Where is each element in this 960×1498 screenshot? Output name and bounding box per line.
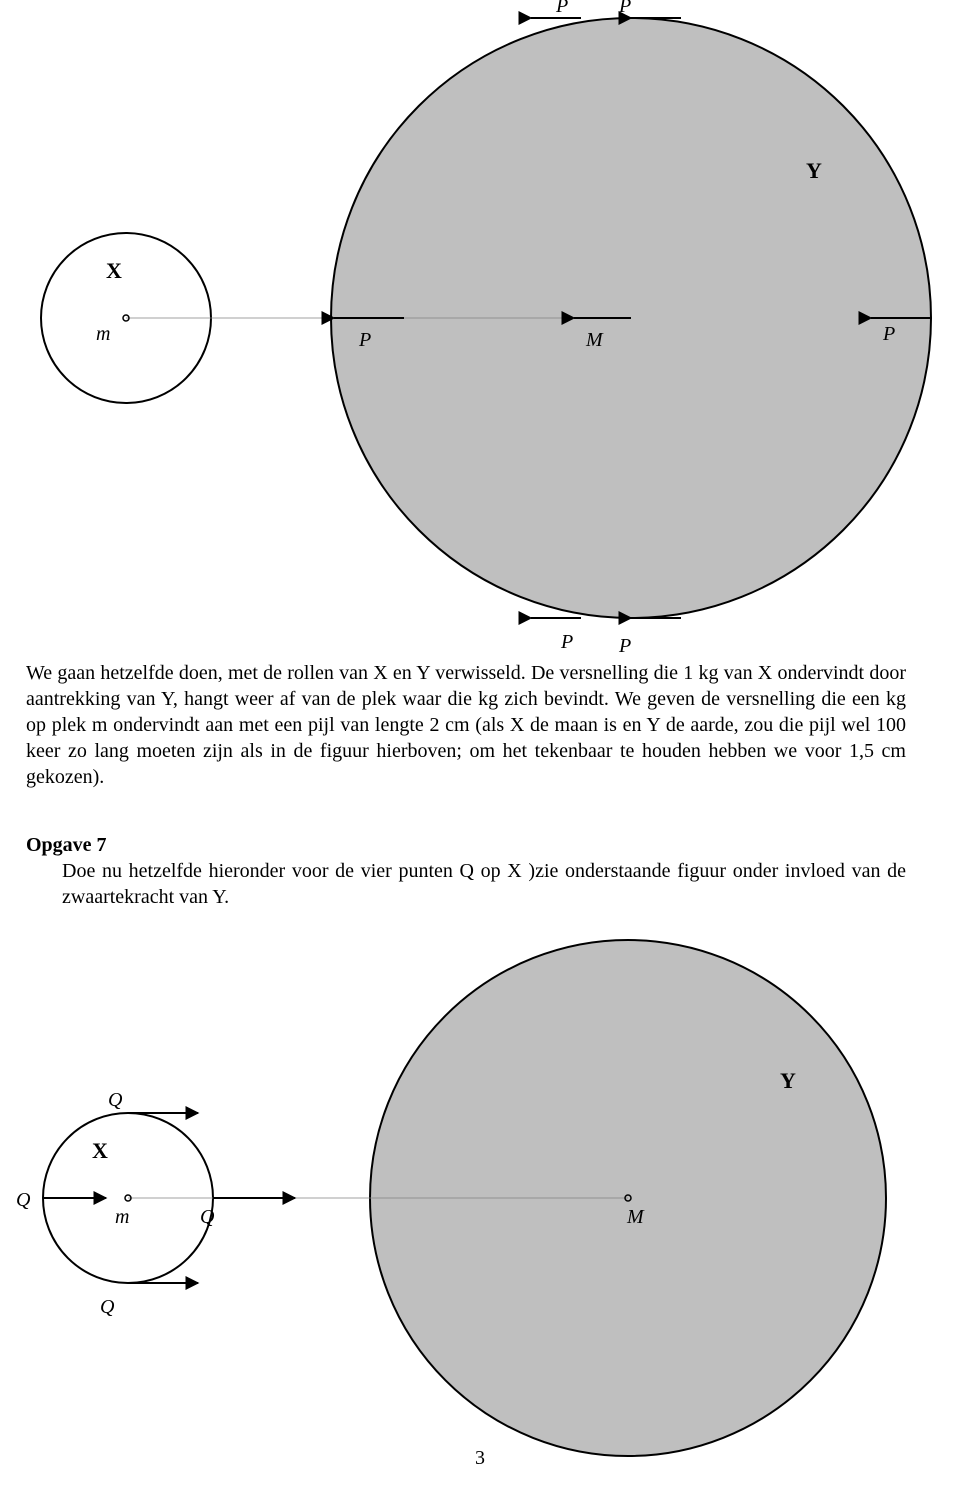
label-M-2: M (626, 1206, 645, 1228)
paragraph-1: We gaan hetzelfde doen, met de rollen va… (26, 660, 906, 790)
label-q-right: Q (200, 1206, 215, 1228)
label-p-top-left: P (555, 0, 568, 17)
page: X Y m M P P P P P P We gaan hetzelfde do… (0, 0, 960, 1498)
label-y: Y (806, 158, 822, 183)
opgave-7-body: Doe nu hetzelfde hieronder voor de vier … (26, 858, 906, 910)
label-y-2: Y (780, 1068, 796, 1093)
opgave-7: Opgave 7 Doe nu hetzelfde hieronder voor… (26, 832, 906, 910)
page-number: 3 (0, 1447, 960, 1470)
opgave-7-heading: Opgave 7 (26, 834, 107, 856)
label-m-2: m (115, 1206, 129, 1228)
label-p-right: P (882, 323, 895, 345)
label-p-bot-right: P (618, 635, 631, 657)
label-x: X (106, 258, 122, 283)
label-p-left: P (358, 329, 371, 351)
label-M: M (585, 329, 604, 351)
figure-2: X Y m M Q Q Q Q (0, 938, 960, 1458)
label-q-top: Q (108, 1089, 123, 1111)
label-q-left: Q (16, 1189, 31, 1211)
label-p-bot-left: P (560, 631, 573, 653)
figure-1: X Y m M P P P P P P (26, 0, 960, 660)
label-m: m (96, 323, 110, 345)
label-q-bottom: Q (100, 1296, 115, 1318)
label-p-top-right: P (618, 0, 631, 17)
label-x-2: X (92, 1138, 108, 1163)
